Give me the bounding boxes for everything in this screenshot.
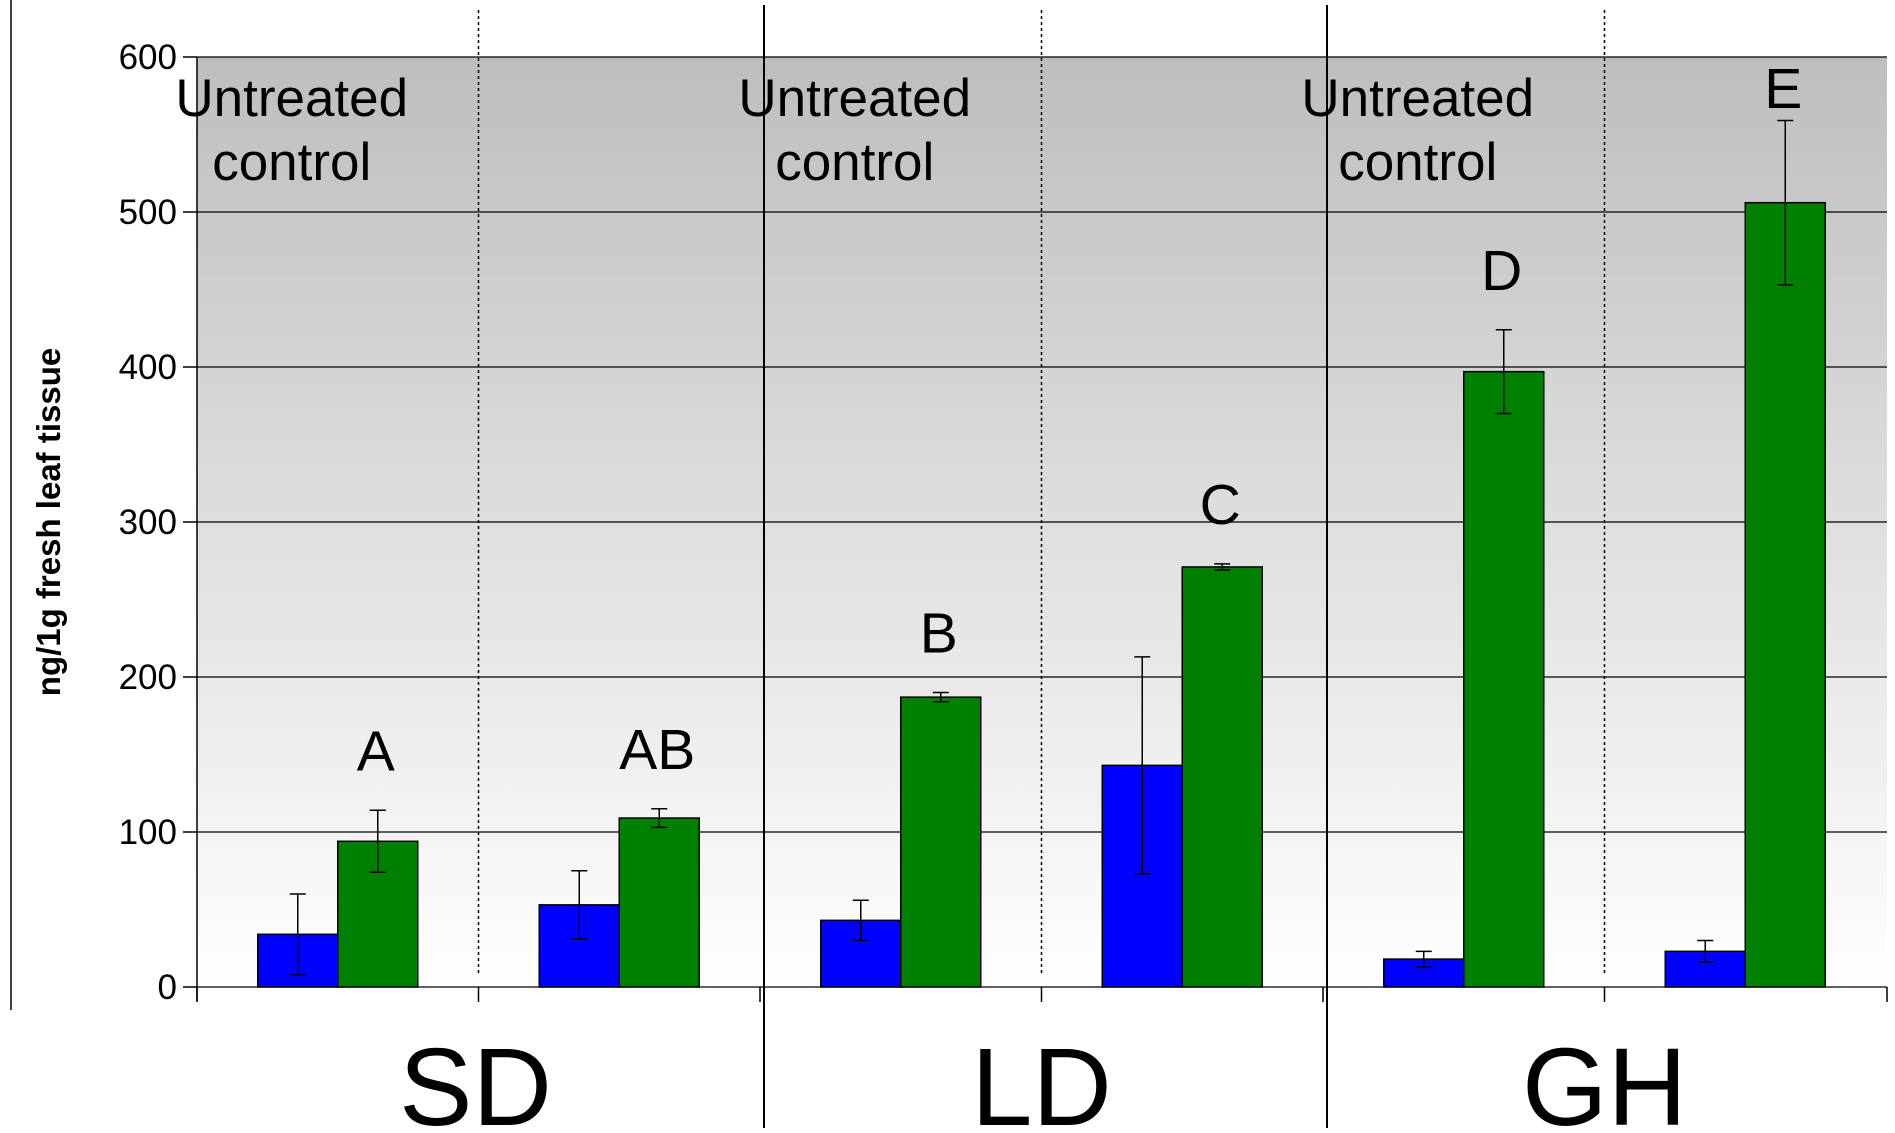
bar-green (1181, 566, 1263, 988)
y-tick-label: 100 (119, 813, 177, 852)
y-tick-label: 400 (119, 348, 177, 387)
significance-label: A (357, 719, 395, 783)
y-tick-label: 500 (119, 193, 177, 232)
y-axis-label: ng/1g fresh leaf tissue (30, 348, 67, 696)
significance-label: E (1764, 57, 1802, 121)
grid-lines (10, 0, 1888, 1128)
significance-label: B (920, 602, 958, 666)
bar-green (900, 696, 982, 988)
y-tick-label: 600 (119, 38, 177, 77)
y-tick-label: 0 (158, 968, 177, 1007)
significance-label: C (1200, 473, 1241, 537)
y-tick-label: 300 (119, 503, 177, 542)
significance-label: D (1481, 239, 1522, 303)
chart-marks (257, 119, 1826, 988)
group-label: LD (971, 1026, 1112, 1133)
control-label: Untreated (175, 69, 408, 128)
bar-green (1463, 370, 1545, 988)
control-label: control (212, 133, 371, 192)
group-label: SD (399, 1026, 552, 1133)
control-label: control (775, 133, 934, 192)
control-label: control (1338, 133, 1497, 192)
group-label: GH (1522, 1026, 1687, 1133)
y-tick-label: 200 (119, 658, 177, 697)
significance-label: AB (619, 718, 695, 782)
bar-green (618, 817, 700, 988)
control-label: Untreated (1301, 69, 1534, 128)
chart-labels: 0 100 200 300 400 500 600 ng/1g fresh leaf tiss… (30, 38, 1802, 1133)
bar-green (1744, 201, 1826, 988)
control-label: Untreated (738, 69, 971, 128)
